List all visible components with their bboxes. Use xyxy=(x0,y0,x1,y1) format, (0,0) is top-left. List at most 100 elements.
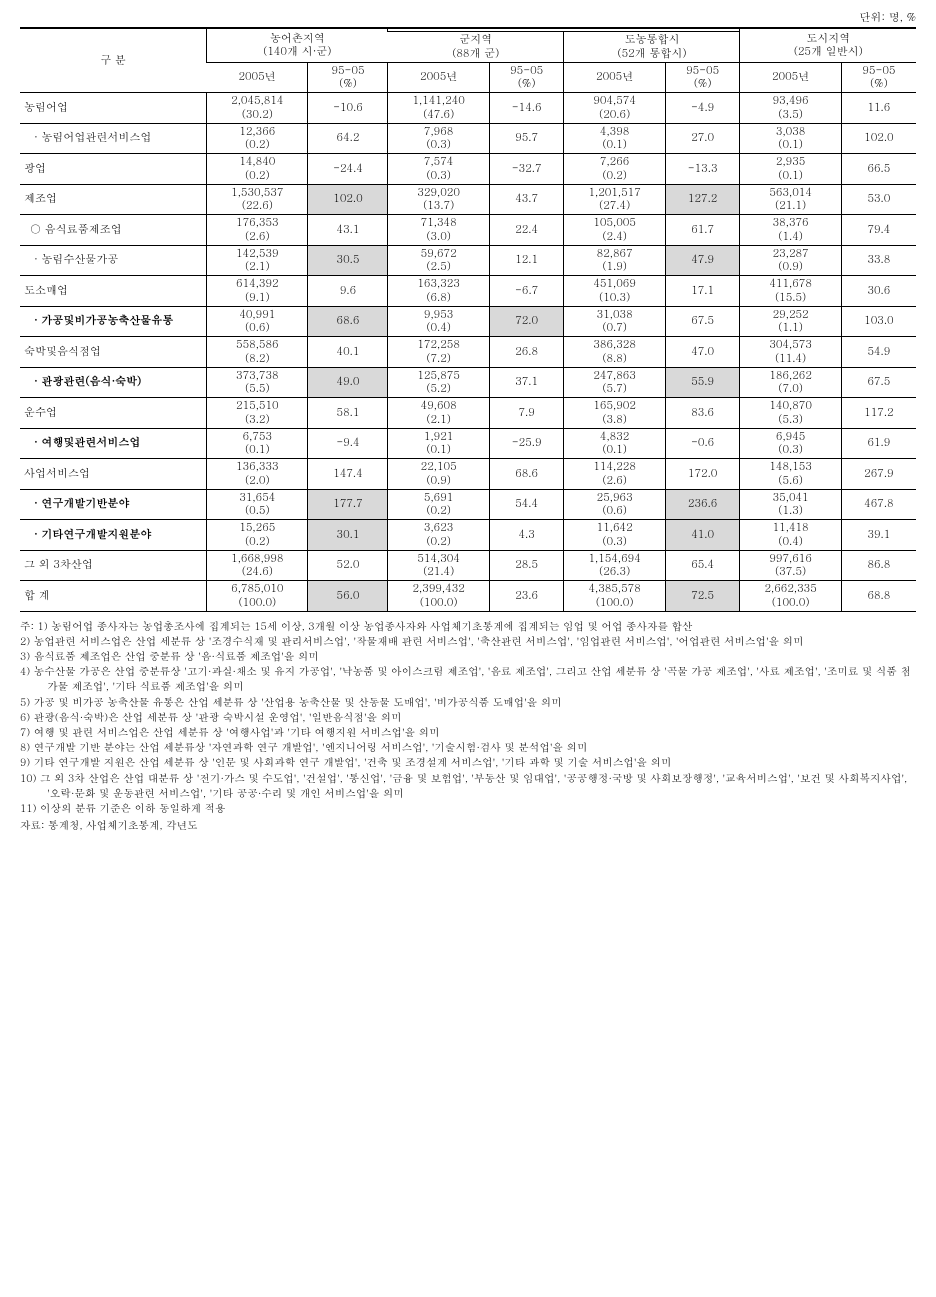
data-cell: 35,041 (1.3) xyxy=(740,489,841,520)
data-cell: 176,353 (2.6) xyxy=(207,215,308,246)
data-cell: -4.9 xyxy=(665,93,740,124)
table-row: · 여행및관련서비스업6,753 (0.1)-9.41,921 (0.1)-25… xyxy=(20,428,916,459)
row-label: 사업서비스업 xyxy=(20,459,207,490)
data-cell: 95.7 xyxy=(489,123,564,154)
data-cell: 61.9 xyxy=(841,428,916,459)
data-cell: 4,385,578 (100.0) xyxy=(564,581,665,612)
footnote-line: 2) 농업관련 서비스업은 산업 세분류 상 '조경수식재 및 관리서비스업',… xyxy=(20,633,916,648)
data-cell: 93,496 (3.5) xyxy=(740,93,841,124)
table-row: · 농림수산물가공142,539 (2.1)30.559,672 (2.5)12… xyxy=(20,245,916,276)
header-group3: 도농통합시 (52개 통합시) xyxy=(564,32,740,63)
data-cell: -24.4 xyxy=(308,154,388,185)
footnotes: 주: 1) 농림어업 종사자는 농업총조사에 집계되는 15세 이상, 3개월 … xyxy=(20,618,916,816)
data-cell: 117.2 xyxy=(841,398,916,429)
data-cell: 15,265 (0.2) xyxy=(207,520,308,551)
data-cell: 114,228 (2.6) xyxy=(564,459,665,490)
data-cell: 25,963 (0.6) xyxy=(564,489,665,520)
data-cell: 467.8 xyxy=(841,489,916,520)
data-cell: 186,262 (7.0) xyxy=(740,367,841,398)
data-cell: 6,945 (0.3) xyxy=(740,428,841,459)
data-cell: 140,870 (5.3) xyxy=(740,398,841,429)
table-row: ○ 음식료품제조업176,353 (2.6)43.171,348 (3.0)22… xyxy=(20,215,916,246)
data-cell: 79.4 xyxy=(841,215,916,246)
data-cell: 41.0 xyxy=(665,520,740,551)
row-label: 숙박및음식점업 xyxy=(20,337,207,368)
data-cell: 47.0 xyxy=(665,337,740,368)
data-cell: 4,398 (0.1) xyxy=(564,123,665,154)
footnote-line: 6) 관광(음식·숙박)은 산업 세분류 상 '관광 숙박시설 운영업', '일… xyxy=(20,709,916,724)
data-cell: 68.8 xyxy=(841,581,916,612)
table-row: 제조업1,530,537 (22.6)102.0329,020 (13.7)43… xyxy=(20,184,916,215)
data-cell: 23,287 (0.9) xyxy=(740,245,841,276)
data-cell: 142,539 (2.1) xyxy=(207,245,308,276)
data-cell: 61.7 xyxy=(665,215,740,246)
data-cell: 14,840 (0.2) xyxy=(207,154,308,185)
data-cell: 66.5 xyxy=(841,154,916,185)
table-row: · 농림어업관련서비스업12,366 (0.2)64.27,968 (0.3)9… xyxy=(20,123,916,154)
data-cell: 6,785,010 (100.0) xyxy=(207,581,308,612)
data-cell: 72.5 xyxy=(665,581,740,612)
data-cell: 904,574 (20.6) xyxy=(564,93,665,124)
data-cell: 58.1 xyxy=(308,398,388,429)
data-cell: 125,875 (5.2) xyxy=(388,367,489,398)
row-label: · 여행및관련서비스업 xyxy=(20,428,207,459)
data-table: 구 분 농어촌지역 (140개 시·군) 도시지역 (25개 일반시) 군지역 … xyxy=(20,27,916,612)
table-row: 도소매업614,392 (9.1)9.6163,323 (6.8)-6.7451… xyxy=(20,276,916,307)
header-group2: 군지역 (88개 군) xyxy=(388,32,564,63)
data-cell: 33.8 xyxy=(841,245,916,276)
table-row: · 기타연구개발지원분야15,265 (0.2)30.13,623 (0.2)4… xyxy=(20,520,916,551)
row-label: 그 외 3차산업 xyxy=(20,550,207,581)
source-label: 자료: 통계청, 사업체기초통계, 각년도 xyxy=(20,817,916,832)
data-cell: 39.1 xyxy=(841,520,916,551)
footnote-line: 7) 여행 및 관련 서비스업은 산업 세분류 상 '여행사업'과 '기타 여행… xyxy=(20,724,916,739)
data-cell: 105,005 (2.4) xyxy=(564,215,665,246)
data-cell: 163,323 (6.8) xyxy=(388,276,489,307)
data-cell: 177.7 xyxy=(308,489,388,520)
data-cell: 54.9 xyxy=(841,337,916,368)
data-cell: 247,863 (5.7) xyxy=(564,367,665,398)
data-cell: 3,623 (0.2) xyxy=(388,520,489,551)
data-cell: 1,668,998 (24.6) xyxy=(207,550,308,581)
data-cell: 136,333 (2.0) xyxy=(207,459,308,490)
data-cell: 40.1 xyxy=(308,337,388,368)
data-cell: -10.6 xyxy=(308,93,388,124)
data-cell: 11.6 xyxy=(841,93,916,124)
table-row: · 가공및비가공농축산물유통40,991 (0.6)68.69,953 (0.4… xyxy=(20,306,916,337)
data-cell: 148,153 (5.6) xyxy=(740,459,841,490)
footnote-line: 8) 연구개발 기반 분야는 산업 세분류상 '자연과학 연구 개발업', '엔… xyxy=(20,739,916,754)
footnote-line: 4) 농수산물 가공은 산업 중분류상 '고기·과실·채소 및 유지 가공업',… xyxy=(20,663,916,693)
data-cell: 3,038 (0.1) xyxy=(740,123,841,154)
data-cell: 28.5 xyxy=(489,550,564,581)
data-cell: 215,510 (3.2) xyxy=(207,398,308,429)
row-label: · 농림어업관련서비스업 xyxy=(20,123,207,154)
footnote-line: 10) 그 외 3차 산업은 산업 대분류 상 '전기·가스 및 수도업', '… xyxy=(20,770,916,800)
header-y2005-2: 2005년 xyxy=(388,62,489,93)
data-cell: 86.8 xyxy=(841,550,916,581)
data-cell: 102.0 xyxy=(308,184,388,215)
row-label: 제조업 xyxy=(20,184,207,215)
data-cell: 30.5 xyxy=(308,245,388,276)
unit-label: 단위: 명, % xyxy=(20,10,916,25)
data-cell: 72.0 xyxy=(489,306,564,337)
header-group4: 도시지역 (25개 일반시) xyxy=(740,28,916,62)
data-cell: 12.1 xyxy=(489,245,564,276)
table-row: 사업서비스업136,333 (2.0)147.422,105 (0.9)68.6… xyxy=(20,459,916,490)
data-cell: 2,935 (0.1) xyxy=(740,154,841,185)
header-category: 구 분 xyxy=(20,28,207,93)
data-cell: 11,642 (0.3) xyxy=(564,520,665,551)
header-y2005-1: 2005년 xyxy=(207,62,308,93)
table-row: 농림어업2,045,814 (30.2)-10.61,141,240 (47.6… xyxy=(20,93,916,124)
data-cell: 1,154,694 (26.3) xyxy=(564,550,665,581)
data-cell: 514,304 (21.4) xyxy=(388,550,489,581)
data-cell: 1,141,240 (47.6) xyxy=(388,93,489,124)
data-cell: 55.9 xyxy=(665,367,740,398)
data-cell: 9,953 (0.4) xyxy=(388,306,489,337)
data-cell: 31,038 (0.7) xyxy=(564,306,665,337)
footnote-line: 주: 1) 농림어업 종사자는 농업총조사에 집계되는 15세 이상, 3개월 … xyxy=(20,618,916,633)
data-cell: 31,654 (0.5) xyxy=(207,489,308,520)
data-cell: 147.4 xyxy=(308,459,388,490)
data-cell: 11,418 (0.4) xyxy=(740,520,841,551)
data-cell: 2,399,432 (100.0) xyxy=(388,581,489,612)
header-pct-2: 95-05 (%) xyxy=(489,62,564,93)
data-cell: 7.9 xyxy=(489,398,564,429)
